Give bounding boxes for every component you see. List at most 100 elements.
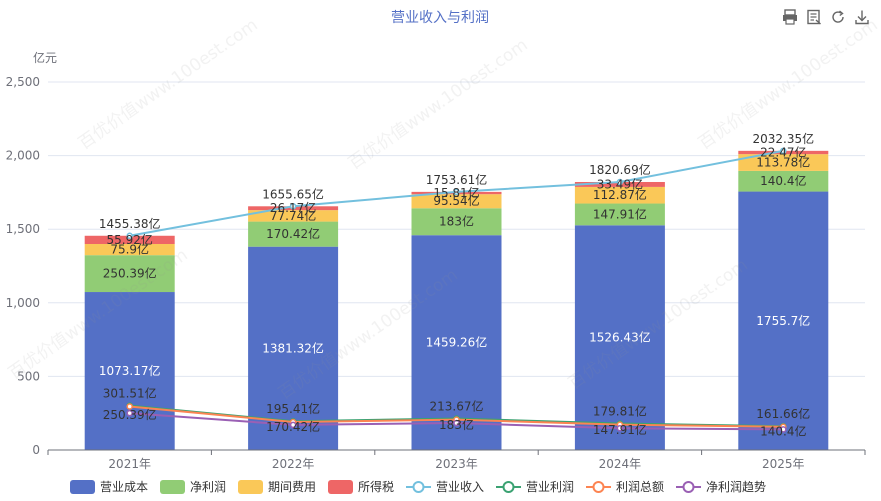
legend-swatch-dot	[592, 481, 605, 493]
bar-3-2[interactable]	[248, 210, 339, 222]
legend-item-8[interactable]: 净利润趋势	[676, 480, 766, 494]
legend-swatch-dot	[682, 481, 695, 493]
refresh-icon[interactable]	[829, 8, 847, 26]
line-point[interactable]	[126, 232, 133, 240]
legend-label: 营业收入	[436, 480, 484, 494]
legend-label: 所得税	[358, 479, 394, 494]
line-point[interactable]	[126, 403, 133, 410]
line-data-label: 2032.35亿	[752, 131, 814, 146]
legend-swatch	[160, 480, 185, 494]
bar-data-label: 113.78亿	[756, 155, 810, 170]
y-tick-label: 1,500	[6, 222, 40, 236]
y-tick-label: 500	[17, 369, 40, 383]
legend-item-6[interactable]: 营业利润	[496, 480, 574, 494]
line-data-label: 250.39亿	[103, 407, 157, 422]
bar-2-3[interactable]	[411, 208, 502, 236]
bar-3-1[interactable]	[84, 243, 175, 256]
bar-data-label: 1526.43亿	[589, 330, 651, 345]
legend-label: 期间费用	[268, 480, 316, 494]
legend[interactable]: 营业成本 净利润 期间费用 所得税 营业收入 营业利润 利润总额 净利润趋势	[70, 479, 766, 494]
line-point[interactable]	[126, 409, 133, 417]
legend-swatch	[238, 480, 263, 494]
x-tick-label: 2021年	[108, 457, 151, 471]
bar-2-4[interactable]	[574, 203, 665, 226]
download-icon[interactable]	[853, 8, 871, 26]
bar-data-label: 55.92亿	[107, 232, 153, 247]
y-tick-label: 2,500	[6, 75, 40, 89]
bar-2-2[interactable]	[248, 221, 339, 247]
bar-3-5[interactable]	[738, 154, 829, 171]
x-tick-label: 2024年	[599, 457, 642, 471]
line-data-label: 195.41亿	[266, 401, 320, 416]
line-data-label: 140.4亿	[760, 423, 806, 438]
line-data-label: 1820.69亿	[589, 162, 651, 177]
line-point[interactable]	[616, 424, 624, 432]
line-data-label: 213.67亿	[430, 399, 484, 414]
bar-data-label: 140.4亿	[760, 173, 806, 188]
legend-item-3[interactable]: 期间费用	[238, 480, 316, 494]
bar-3-3[interactable]	[411, 194, 502, 209]
x-tick-label: 2023年	[435, 457, 478, 471]
bar-1-1[interactable]	[84, 292, 175, 450]
legend-item-4[interactable]: 所得税	[328, 479, 394, 494]
bar-data-label: 22.47亿	[760, 144, 806, 159]
bar-data-label: 183亿	[439, 214, 474, 229]
x-tick-label: 2025年	[762, 457, 805, 471]
legend-label: 营业利润	[526, 480, 574, 494]
line-data-label: 1455.38亿	[99, 216, 161, 231]
bars	[84, 150, 829, 450]
bar-1-5[interactable]	[738, 191, 829, 450]
chart-title: 营业收入与利润	[391, 10, 489, 26]
bar-data-label: 147.91亿	[593, 206, 647, 221]
legend-item-2[interactable]: 净利润	[160, 480, 226, 494]
line-data-label: 183亿	[439, 417, 474, 432]
legend-swatch-dot	[502, 481, 515, 493]
bar-data-label: 95.54亿	[433, 193, 479, 208]
line-point[interactable]	[289, 421, 297, 429]
legend-item-5[interactable]: 营业收入	[406, 480, 484, 494]
bar-data-label: 1459.26亿	[426, 335, 488, 350]
legend-item-1[interactable]: 营业成本	[70, 480, 148, 494]
line-point[interactable]	[780, 426, 787, 433]
legend-swatch	[70, 480, 95, 494]
bar-3-4[interactable]	[574, 186, 665, 204]
legend-swatch-dot	[412, 481, 425, 493]
legend-swatch	[328, 480, 353, 494]
line-data-label: 1655.65亿	[262, 186, 324, 201]
line-point[interactable]	[453, 188, 460, 196]
bar-1-2[interactable]	[248, 246, 339, 450]
line-data-label: 170.42亿	[266, 419, 320, 434]
bar-data-label: 77.74亿	[270, 208, 316, 223]
bar-2-1[interactable]	[84, 255, 175, 293]
x-tick-label: 2022年	[272, 457, 315, 471]
line-data-label: 301.51亿	[103, 386, 157, 401]
line-point[interactable]	[453, 419, 460, 427]
line-point[interactable]	[616, 178, 624, 186]
bar-data-label: 112.87亿	[593, 187, 647, 202]
bar-1-3[interactable]	[411, 235, 502, 450]
line-data-label: 1753.61亿	[426, 172, 488, 187]
bar-data-label: 1381.32亿	[262, 340, 324, 355]
line-data-label: 161.66亿	[756, 406, 810, 421]
bar-data-label: 26.17亿	[270, 200, 316, 215]
bar-data-label: 1073.17亿	[99, 363, 161, 378]
line-point[interactable]	[289, 203, 297, 210]
data-view-icon[interactable]	[805, 8, 823, 26]
data-labels: 1073.17亿 1381.32亿 1459.26亿 1526.43亿 1755.7亿 2…	[99, 131, 814, 438]
chart-toolbox	[781, 8, 871, 26]
line-point[interactable]	[780, 147, 787, 155]
print-icon[interactable]	[781, 8, 799, 26]
bar-2-5[interactable]	[738, 170, 829, 192]
axes: 0 500 1,000 1,500 2,000 2,500 2021年 2022年 2023年 2…	[6, 75, 866, 471]
line-data-label: 147.91亿	[593, 422, 647, 437]
y-tick-label: 0	[32, 443, 40, 457]
legend-label: 利润总额	[616, 480, 664, 494]
bar-1-4[interactable]	[574, 225, 665, 450]
legend-label: 营业成本	[100, 480, 148, 494]
legend-item-7[interactable]: 利润总额	[586, 480, 664, 494]
bar-4-1[interactable]	[84, 235, 175, 244]
bar-data-label: 250.39亿	[103, 266, 157, 281]
bar-data-label: 170.42亿	[266, 226, 320, 241]
